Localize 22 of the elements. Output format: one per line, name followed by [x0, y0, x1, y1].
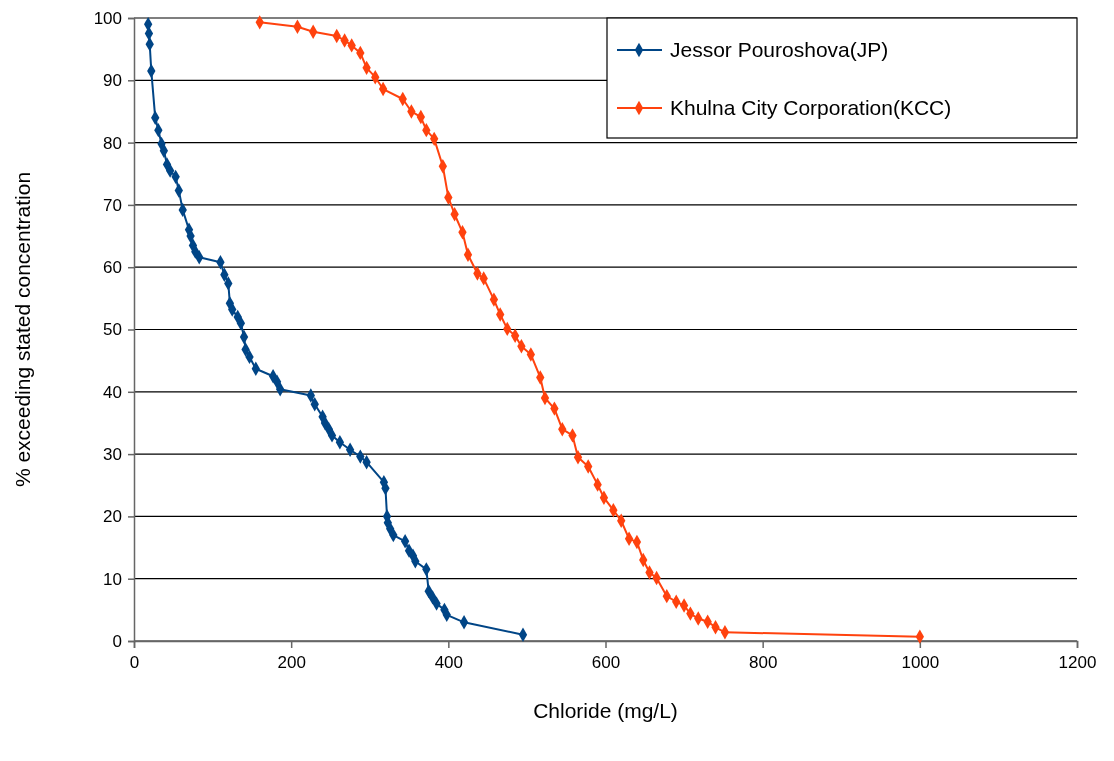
y-tick-label: 60: [103, 258, 122, 278]
y-tick-label: 10: [103, 569, 122, 589]
legend-label: Khulna City Corporation(KCC): [670, 96, 952, 119]
y-tick-label: 30: [103, 445, 122, 465]
y-axis-title: % exceeding stated concentration: [11, 171, 34, 488]
y-tick-label: 100: [93, 8, 122, 28]
y-tick-label: 70: [103, 195, 122, 215]
y-tick-label: 90: [103, 71, 122, 91]
y-tick-label: 0: [112, 631, 122, 651]
y-tick-label: 20: [103, 507, 122, 527]
x-tick-label: 600: [591, 653, 621, 673]
x-tick-label: 400: [434, 653, 464, 673]
x-tick-label: 1000: [901, 653, 940, 673]
y-tick-label: 80: [103, 133, 122, 153]
legend-label: Jessor Pouroshova(JP): [670, 38, 889, 61]
y-tick-label: 40: [103, 382, 122, 402]
x-tick-label: 200: [277, 653, 306, 673]
x-tick-label: 800: [748, 653, 778, 673]
y-tick-label: 50: [103, 320, 122, 340]
x-tick-label: 1200: [1058, 653, 1097, 673]
x-tick-label: 0: [129, 653, 140, 673]
x-axis-title: Chloride (mg/L): [533, 699, 678, 722]
